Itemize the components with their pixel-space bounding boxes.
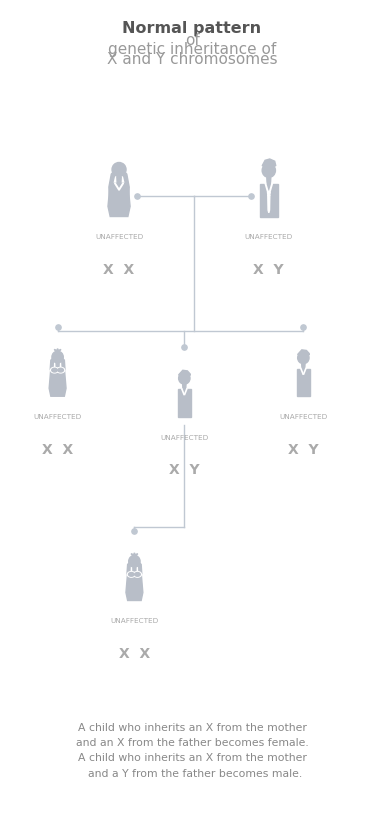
Polygon shape xyxy=(268,191,270,195)
Polygon shape xyxy=(133,568,136,573)
Polygon shape xyxy=(117,176,121,183)
Polygon shape xyxy=(126,573,143,600)
Polygon shape xyxy=(108,183,130,217)
Text: X  Y: X Y xyxy=(169,463,200,477)
Text: UNAFFECTED: UNAFFECTED xyxy=(110,618,159,624)
Text: UNAFFECTED: UNAFFECTED xyxy=(33,414,82,420)
Ellipse shape xyxy=(51,368,58,373)
Ellipse shape xyxy=(52,368,57,372)
Polygon shape xyxy=(177,389,191,417)
Polygon shape xyxy=(268,195,270,212)
Ellipse shape xyxy=(298,352,309,364)
Polygon shape xyxy=(131,553,138,556)
Text: X  Y: X Y xyxy=(288,443,319,457)
Text: UNAFFECTED: UNAFFECTED xyxy=(160,435,209,440)
Ellipse shape xyxy=(57,368,65,373)
Ellipse shape xyxy=(179,373,190,384)
Ellipse shape xyxy=(112,163,126,176)
Ellipse shape xyxy=(262,163,275,177)
Polygon shape xyxy=(137,560,142,577)
Polygon shape xyxy=(54,349,61,351)
Text: X  X: X X xyxy=(119,647,150,661)
Text: UNAFFECTED: UNAFFECTED xyxy=(279,414,328,420)
Text: UNAFFECTED: UNAFFECTED xyxy=(95,234,143,240)
Polygon shape xyxy=(267,177,271,184)
Polygon shape xyxy=(49,368,66,396)
Polygon shape xyxy=(262,159,276,166)
Text: X  X: X X xyxy=(103,263,135,277)
Ellipse shape xyxy=(52,351,63,363)
Text: Normal pattern: Normal pattern xyxy=(122,21,262,36)
Text: X  Y: X Y xyxy=(253,263,284,277)
Ellipse shape xyxy=(134,572,141,577)
Text: X  X: X X xyxy=(42,443,73,457)
Polygon shape xyxy=(123,169,129,201)
Polygon shape xyxy=(60,356,65,373)
Polygon shape xyxy=(50,356,55,373)
Ellipse shape xyxy=(135,573,140,576)
Polygon shape xyxy=(260,184,278,217)
Polygon shape xyxy=(302,364,305,368)
Polygon shape xyxy=(179,370,190,376)
Text: X and Y chromosomes: X and Y chromosomes xyxy=(107,52,277,67)
Text: of: of xyxy=(185,33,199,47)
Ellipse shape xyxy=(129,556,140,567)
Ellipse shape xyxy=(58,368,63,372)
Text: genetic inheritance of: genetic inheritance of xyxy=(108,42,276,57)
Text: A child who inherits an X from the mother
and an X from the father becomes femal: A child who inherits an X from the mothe… xyxy=(76,723,308,779)
Polygon shape xyxy=(183,384,186,389)
Polygon shape xyxy=(109,169,115,201)
Ellipse shape xyxy=(127,572,135,577)
Polygon shape xyxy=(298,350,309,355)
Ellipse shape xyxy=(129,573,134,576)
Polygon shape xyxy=(56,364,59,368)
Polygon shape xyxy=(296,368,310,396)
Text: UNAFFECTED: UNAFFECTED xyxy=(245,234,293,240)
Polygon shape xyxy=(127,560,132,577)
